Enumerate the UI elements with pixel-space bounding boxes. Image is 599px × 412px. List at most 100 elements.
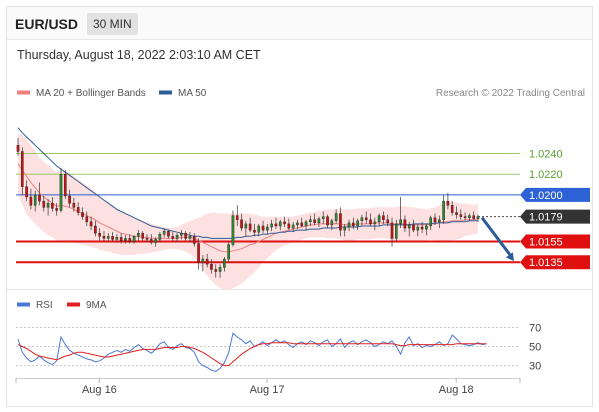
candle-body [313, 219, 316, 224]
candle-body [115, 237, 119, 240]
candle-body [72, 203, 76, 208]
candle-body [339, 213, 342, 231]
candle-body [55, 208, 58, 211]
level-tag-1.0200 [520, 187, 590, 202]
candle-body [300, 222, 304, 227]
candle-body [16, 145, 20, 152]
ma50-line [17, 127, 478, 239]
candle-body [59, 174, 63, 211]
candle-body [149, 239, 153, 243]
legend-ma20-swatch [17, 90, 30, 95]
candle-body [360, 217, 364, 222]
candle-body [257, 225, 261, 233]
candle-body [137, 233, 140, 237]
candle-body [382, 215, 385, 220]
candle-body [175, 235, 179, 239]
candle-body [111, 236, 114, 240]
candle-body [128, 238, 132, 242]
candle-body [373, 221, 377, 225]
candle-body [321, 216, 325, 219]
last-price-label: 1.0179 [529, 212, 563, 224]
candle-body [89, 221, 93, 227]
candle-body [46, 203, 50, 208]
candle-body [446, 200, 450, 206]
candle-body [463, 216, 467, 218]
candle-body [63, 174, 67, 197]
candle-body [132, 236, 136, 242]
main-legend: MA 20 + Bollinger Bands MA 50 Research ©… [17, 88, 585, 99]
candle-body [231, 215, 235, 245]
rsi-series-9MA [17, 342, 487, 367]
x-tick-Aug-18: Aug 18 [439, 384, 474, 396]
candle-body [119, 237, 123, 241]
candle-body [76, 207, 80, 213]
legend-ma20-label: MA 20 + Bollinger Bands [36, 88, 146, 99]
candle-body [390, 222, 394, 239]
candle-body [68, 195, 71, 204]
level-label-1.0200: 1.0200 [529, 190, 563, 202]
level-label-1.0240: 1.0240 [529, 149, 563, 161]
candle-body [244, 223, 248, 229]
candle-body [266, 226, 269, 231]
bollinger-band [18, 132, 478, 291]
candle-body [180, 233, 183, 236]
level-label-1.0220: 1.0220 [529, 169, 563, 181]
candle-body [459, 214, 463, 217]
legend-ma50-swatch [159, 90, 172, 95]
candle-body [278, 221, 282, 227]
level-label-1.0155: 1.0155 [529, 237, 563, 249]
symbol-label: EUR/USD [15, 16, 79, 32]
candle-body [352, 222, 355, 227]
candle-body [184, 233, 187, 239]
candle-body [94, 225, 97, 234]
candle-body [33, 194, 37, 206]
candle-body [29, 196, 33, 206]
candle-body [81, 212, 84, 217]
candle-body [240, 219, 243, 229]
x-tick-Aug-16: Aug 16 [82, 384, 117, 396]
candle-body [395, 223, 398, 239]
candle-body [145, 238, 149, 240]
candle-body [450, 205, 454, 213]
candle-body [326, 216, 329, 226]
forecast-arrow-shaft [480, 216, 513, 258]
candle-body [416, 226, 420, 231]
candle-body [158, 234, 162, 240]
candle-body [167, 230, 170, 237]
candle-body [377, 215, 381, 223]
timestamp: Thursday, August 18, 2022 2:03:10 AM CET [17, 48, 261, 62]
x-tick-Aug-17: Aug 17 [250, 384, 285, 396]
candle-body [235, 215, 239, 220]
candle-body [261, 225, 265, 231]
timeframe-button[interactable]: 30 MIN [87, 13, 138, 35]
candle-body [442, 200, 445, 220]
candle-body [102, 236, 106, 239]
candle-body [343, 226, 347, 231]
candle-body [141, 233, 144, 239]
candle-body [425, 225, 428, 230]
legend-9ma-label: 9MA [86, 300, 107, 311]
candle-body [334, 213, 338, 222]
candle-body [188, 236, 192, 239]
candle-body [205, 258, 209, 265]
forecast-arrow-head [505, 252, 514, 262]
candle-body [309, 219, 312, 223]
candle-body [364, 217, 368, 220]
level-tag-1.0135 [520, 255, 590, 270]
last-price-tag [520, 209, 590, 224]
rsi-series-RSI [17, 332, 487, 372]
candle-body [291, 224, 295, 229]
candle-body [296, 222, 299, 226]
candle-body [210, 264, 213, 270]
candle-body [20, 151, 24, 187]
candle-body [287, 223, 291, 229]
candle-body [429, 217, 433, 227]
candle-body [201, 258, 205, 263]
candle-body [472, 215, 476, 219]
credit-text: Research © 2022 Trading Central [436, 88, 585, 99]
candle-body [218, 267, 222, 272]
candle-body [253, 229, 256, 233]
candle-body [330, 220, 334, 226]
